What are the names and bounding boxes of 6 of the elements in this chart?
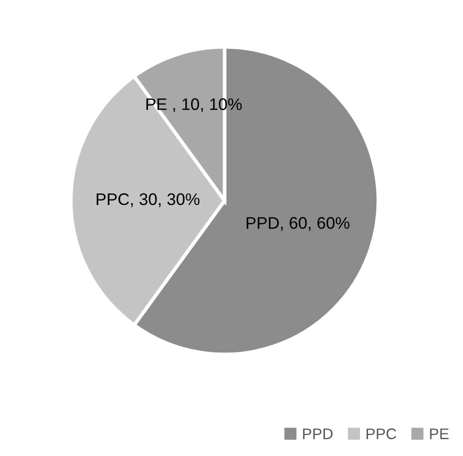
legend-label: PPC bbox=[366, 428, 396, 440]
data-label: PPD, 60, 60% bbox=[246, 217, 350, 231]
data-label: PPC, 30, 30% bbox=[96, 193, 200, 208]
legend-label: PPD bbox=[303, 428, 333, 440]
data-label: PE , 10, 10% bbox=[146, 98, 242, 112]
legend-label: PE bbox=[430, 428, 449, 440]
